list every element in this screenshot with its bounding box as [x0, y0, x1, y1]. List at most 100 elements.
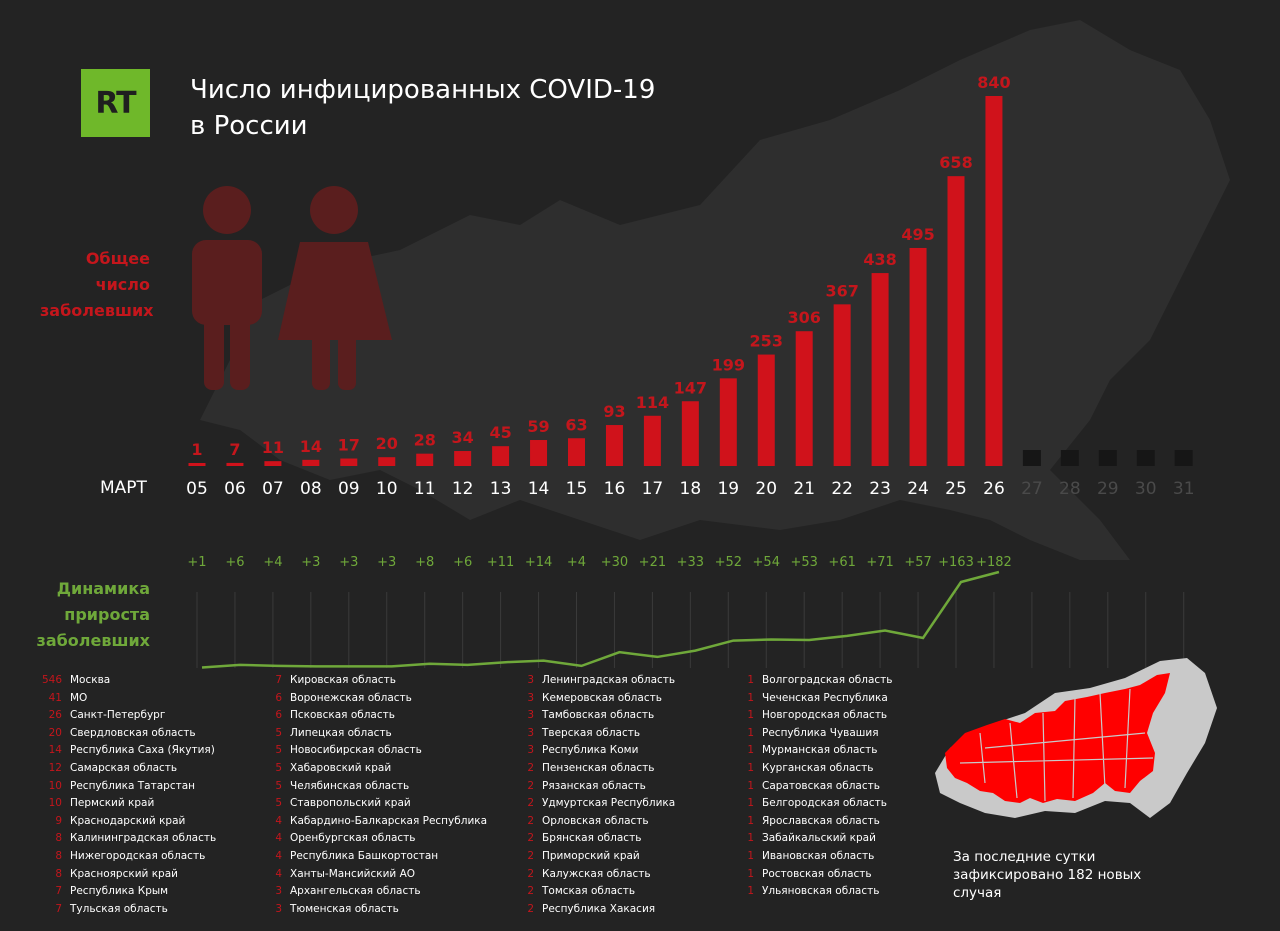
bar: [605, 425, 623, 466]
increment-label: +4: [567, 555, 586, 570]
x-tick-label: 22: [831, 479, 853, 499]
region-name: Санкт-Петербург: [70, 709, 166, 722]
region-name: Волгоградская область: [762, 674, 893, 686]
increment-label: +14: [525, 555, 552, 570]
region-name: Республика Саха (Якутия): [70, 744, 215, 757]
region-name: Красноярский край: [70, 867, 178, 880]
region-name: Архангельская область: [290, 885, 421, 898]
region-count: 10: [48, 797, 62, 810]
region-row: 1 Мурманская область: [732, 742, 892, 760]
region-count: 8: [55, 867, 62, 880]
region-count: 2: [527, 814, 534, 827]
region-name: Пермский край: [70, 797, 155, 810]
future-bar: [1060, 450, 1079, 466]
region-row: 5 Ставропольский край: [260, 795, 487, 813]
region-row: 12 Самарская область: [40, 760, 216, 778]
bar-value-label: 45: [489, 423, 511, 442]
region-row: 2 Томская область: [512, 883, 675, 901]
region-count: 5: [275, 797, 282, 810]
x-tick-label: 29: [1097, 479, 1119, 499]
region-row: 9 Краснодарский край: [40, 813, 216, 831]
region-name: Челябинская область: [290, 779, 410, 792]
increment-label: +6: [225, 555, 244, 570]
bar: [681, 401, 699, 466]
region-name: Краснодарский край: [70, 814, 186, 827]
region-row: 3 Тюменская область: [260, 901, 487, 919]
region-row: 20 Свердловская область: [40, 725, 216, 743]
bar-value-label: 147: [674, 378, 707, 397]
region-row: 2 Пензенская область: [512, 760, 675, 778]
x-tick-label: 18: [680, 479, 702, 499]
region-name: Орловская область: [542, 814, 649, 827]
region-name: Хабаровский край: [290, 761, 392, 774]
region-row: 3 Ленинградская область: [512, 672, 675, 690]
people-icon: [192, 186, 392, 390]
region-row: 2 Калужская область: [512, 866, 675, 884]
increment-label: +54: [753, 555, 780, 570]
x-tick-label: 05: [186, 479, 208, 499]
region-name: Новосибирская область: [290, 744, 422, 757]
x-tick-label: 26: [983, 479, 1005, 499]
region-name: Тюменская область: [290, 902, 399, 915]
month-label: МАРТ: [100, 478, 147, 498]
region-count: 3: [527, 744, 534, 757]
increment-label: +33: [677, 555, 704, 570]
region-name: Саратовская область: [762, 779, 880, 792]
increment-label: +1: [187, 555, 206, 570]
x-tick-label: 30: [1135, 479, 1157, 499]
region-count: 6: [275, 709, 282, 722]
increment-label: +30: [601, 555, 628, 570]
region-count: 1: [747, 797, 754, 810]
region-row: 5 Липецкая область: [260, 725, 487, 743]
x-tick-label: 08: [300, 479, 322, 499]
bar: [264, 461, 282, 466]
region-count: 8: [55, 832, 62, 845]
x-tick-label: 09: [338, 479, 360, 499]
x-tick-label: 21: [793, 479, 815, 499]
x-tick-label: 10: [376, 479, 398, 499]
region-row: 1 Белгородская область: [732, 795, 892, 813]
total-label-line: число: [95, 275, 150, 294]
bar-value-label: 367: [825, 281, 858, 300]
region-count: 12: [48, 761, 62, 774]
region-name: Курганская область: [762, 761, 874, 774]
region-count: 1: [747, 744, 754, 757]
region-name: Кировская область: [290, 674, 396, 686]
region-row: 2 Приморский край: [512, 848, 675, 866]
x-tick-label: 25: [945, 479, 967, 499]
region-row: 1 Новгородская область: [732, 707, 892, 725]
region-row: 1 Чеченская Республика: [732, 690, 892, 708]
region-name: Тульская область: [70, 902, 168, 915]
region-count: 1: [747, 832, 754, 845]
dynamics-line: [201, 570, 1000, 669]
x-tick-label: 17: [642, 479, 664, 499]
region-row: 1 Республика Чувашия: [732, 725, 892, 743]
region-count: 8: [55, 849, 62, 862]
increment-label: +71: [866, 555, 893, 570]
bar: [568, 438, 585, 466]
region-row: 5 Новосибирская область: [260, 742, 487, 760]
region-name: Ивановская область: [762, 849, 875, 862]
increment-label: +11: [487, 555, 514, 570]
region-count: 4: [275, 867, 282, 880]
bar-value-label: 199: [712, 355, 745, 374]
region-row: 6 Воронежская область: [260, 690, 487, 708]
region-count: 2: [527, 885, 534, 898]
bar-value-label: 253: [750, 332, 783, 351]
region-count: 2: [527, 779, 534, 792]
bar: [226, 462, 244, 466]
x-tick-label: 12: [452, 479, 474, 499]
x-tick-label: 24: [907, 479, 929, 499]
region-count: 3: [275, 885, 282, 898]
bar-value-label: 28: [414, 431, 436, 450]
region-name: Оренбургская область: [290, 832, 416, 845]
region-name: Калужская область: [542, 867, 651, 880]
region-name: Приморский край: [542, 849, 640, 862]
future-bar: [1174, 450, 1193, 466]
bar: [871, 273, 889, 466]
region-count: 2: [527, 849, 534, 862]
region-count: 20: [48, 726, 62, 739]
region-row: 8 Нижегородская область: [40, 848, 216, 866]
increment-label: +52: [715, 555, 742, 570]
